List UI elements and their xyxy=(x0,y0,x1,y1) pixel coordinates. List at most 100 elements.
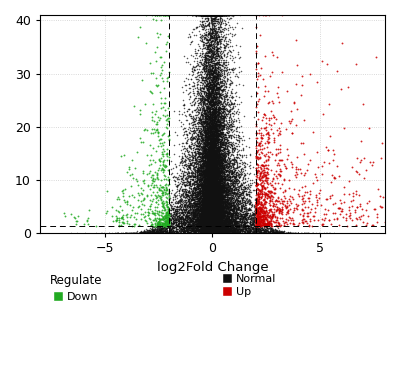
Point xyxy=(213,229,220,235)
Point xyxy=(164,228,170,234)
Point xyxy=(202,177,208,183)
Point xyxy=(204,183,210,189)
Point xyxy=(203,142,210,148)
Point xyxy=(215,178,222,184)
Point xyxy=(204,109,210,115)
Point xyxy=(214,136,221,142)
Point xyxy=(201,229,207,235)
Point xyxy=(221,192,227,198)
Point xyxy=(195,225,202,231)
Point xyxy=(218,211,224,217)
Point xyxy=(199,180,205,186)
Point xyxy=(210,133,216,139)
Point xyxy=(256,213,262,219)
Point xyxy=(194,170,200,176)
Point xyxy=(184,229,190,235)
Point xyxy=(213,185,220,191)
Point xyxy=(186,71,192,77)
Point xyxy=(162,225,168,231)
Point xyxy=(268,225,274,231)
Point xyxy=(214,201,220,207)
Point xyxy=(230,184,236,190)
Point xyxy=(217,155,224,162)
Point xyxy=(231,210,237,216)
Point xyxy=(213,136,219,142)
Point xyxy=(191,223,198,230)
Point xyxy=(239,197,245,203)
Point xyxy=(218,160,224,166)
Point xyxy=(220,217,227,223)
Point xyxy=(205,109,212,115)
Point xyxy=(232,171,238,177)
Point xyxy=(219,184,226,190)
Point xyxy=(170,226,177,233)
Point xyxy=(215,220,221,226)
Point xyxy=(231,203,238,209)
Point xyxy=(209,166,215,173)
Point xyxy=(223,200,230,206)
Point xyxy=(212,177,218,183)
Point xyxy=(215,214,221,220)
Point xyxy=(200,198,207,204)
Point xyxy=(214,169,220,176)
Point xyxy=(218,200,225,206)
Point xyxy=(205,176,211,182)
Point xyxy=(218,171,225,177)
Point xyxy=(206,177,212,184)
Point xyxy=(216,150,223,157)
Point xyxy=(223,139,229,145)
Point xyxy=(218,223,225,230)
Point xyxy=(263,221,269,227)
Point xyxy=(197,138,204,144)
Point xyxy=(203,223,210,229)
Point xyxy=(233,223,240,230)
Point xyxy=(165,206,172,212)
Point xyxy=(203,209,210,215)
Point xyxy=(213,198,220,204)
Point xyxy=(202,124,208,130)
Point xyxy=(224,207,230,213)
Point xyxy=(286,230,293,236)
Point xyxy=(213,140,219,146)
Point xyxy=(212,85,219,91)
Point xyxy=(212,229,219,235)
Point xyxy=(199,26,206,32)
Point xyxy=(205,217,211,223)
Point xyxy=(187,182,194,188)
Point xyxy=(273,151,279,157)
Point xyxy=(225,121,231,127)
Point xyxy=(204,227,210,233)
Point xyxy=(220,12,227,18)
Point xyxy=(195,214,201,220)
Point xyxy=(253,90,260,96)
Point xyxy=(200,212,206,218)
Point xyxy=(258,225,265,231)
Point xyxy=(241,219,248,225)
Point xyxy=(212,180,219,187)
Point xyxy=(215,167,221,173)
Point xyxy=(234,177,241,183)
Point xyxy=(162,218,168,224)
Point xyxy=(194,177,200,183)
Point xyxy=(216,229,222,235)
Point xyxy=(208,193,215,199)
Point xyxy=(132,230,139,236)
Point xyxy=(223,67,229,73)
Point xyxy=(206,203,213,209)
Point xyxy=(205,184,211,190)
Point xyxy=(208,127,214,133)
Point xyxy=(202,196,208,202)
Point xyxy=(211,12,218,18)
Point xyxy=(215,16,222,22)
Point xyxy=(211,192,217,198)
Point xyxy=(185,214,191,220)
Point xyxy=(268,98,275,104)
Point xyxy=(206,208,212,214)
Point xyxy=(211,89,218,95)
Point xyxy=(210,101,216,107)
Point xyxy=(220,210,226,216)
Point xyxy=(205,154,211,160)
Point xyxy=(189,212,195,218)
Point xyxy=(212,221,219,227)
Point xyxy=(160,146,166,152)
